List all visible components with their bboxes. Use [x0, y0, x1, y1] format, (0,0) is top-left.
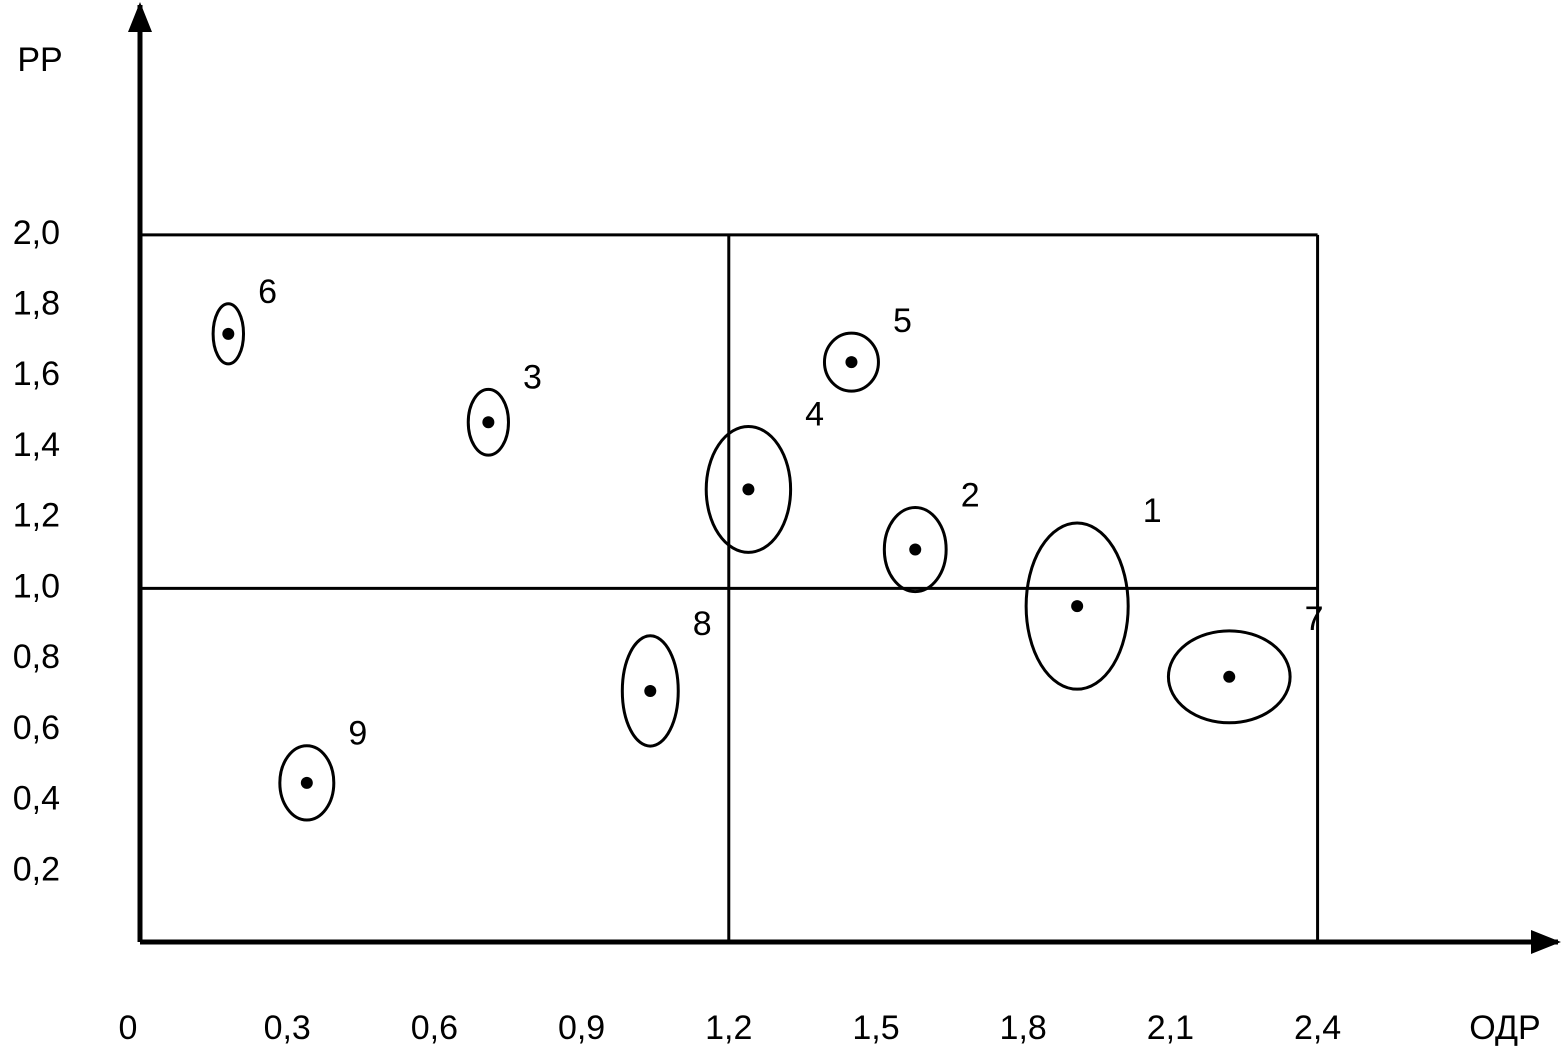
y-tick-label: 1,0: [13, 567, 60, 605]
point-label: 7: [1305, 600, 1324, 638]
y-tick-label: 0,4: [13, 780, 60, 818]
point-label: 6: [258, 273, 277, 311]
y-tick-label: 2,0: [13, 214, 60, 252]
point: [909, 543, 922, 556]
point: [222, 327, 235, 340]
point-label: 4: [805, 395, 824, 433]
size-ellipse: [882, 505, 948, 594]
point-label: 1: [1143, 492, 1162, 530]
x-axis-label: ОДР: [1469, 1009, 1540, 1047]
y-tick-label: 1,8: [13, 285, 60, 323]
point-label: 3: [523, 358, 542, 396]
size-ellipse: [822, 331, 880, 393]
point: [1071, 600, 1084, 613]
size-ellipse: [211, 302, 246, 366]
x-tick-label: 1,8: [1000, 1009, 1047, 1047]
y-tick-label: 1,6: [13, 355, 60, 393]
y-tick-label: 0,2: [13, 850, 60, 888]
x-tick-label: 0,3: [264, 1009, 311, 1047]
x-tick-label: 1,5: [852, 1009, 899, 1047]
y-tick-label: 1,2: [13, 497, 60, 535]
point-label: 8: [693, 605, 712, 643]
size-ellipse: [278, 744, 336, 822]
y-axis-label: РР: [17, 41, 62, 79]
x-tick-label: 2,4: [1294, 1009, 1341, 1047]
point: [300, 776, 313, 789]
x-tick-label: 0,9: [558, 1009, 605, 1047]
size-ellipse: [1024, 521, 1130, 691]
y-tick-label: 0,6: [13, 709, 60, 747]
point-label: 5: [893, 302, 912, 340]
y-tick-label: 0,8: [13, 638, 60, 676]
size-ellipse: [620, 634, 680, 748]
point-label: 9: [348, 715, 367, 753]
point-label: 2: [961, 476, 980, 514]
x-tick-label: 1,2: [705, 1009, 752, 1047]
size-ellipse: [466, 387, 510, 457]
x-tick-label: 2,1: [1147, 1009, 1194, 1047]
size-ellipse: [704, 424, 793, 554]
point: [644, 684, 657, 697]
point: [845, 356, 858, 369]
y-tick-label: 1,4: [13, 426, 60, 464]
point: [1223, 670, 1236, 683]
size-ellipse: [1166, 629, 1292, 725]
x-tick-label: 0: [119, 1009, 138, 1047]
point: [742, 483, 755, 496]
point: [482, 416, 495, 429]
x-tick-label: 0,6: [411, 1009, 458, 1047]
